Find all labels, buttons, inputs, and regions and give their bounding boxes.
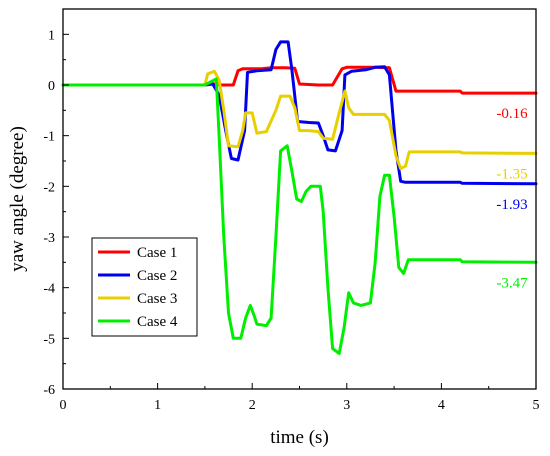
series-line-case-2: [61, 40, 538, 186]
ticks-layer: 0 1 2 3 4 5 1 0 -1 -2 -3 -4 -5 -6: [43, 8, 540, 413]
y-tick-label: 0: [48, 79, 55, 94]
series-line-case-1: [61, 65, 538, 95]
x-axis-title: time (s): [270, 427, 329, 448]
final-value-label-case-2: -1.93: [496, 197, 527, 213]
y-tick-label: -3: [43, 231, 55, 246]
x-tick-label: 2: [249, 398, 256, 413]
legend-label-case-3: Case 3: [137, 291, 177, 307]
legend-label-case-2: Case 2: [137, 268, 177, 284]
x-tick-label: 1: [154, 398, 161, 413]
y-tick-label: -2: [43, 180, 55, 195]
legend-label-case-1: Case 1: [137, 245, 177, 261]
y-tick-label: -6: [43, 383, 55, 398]
y-tick-label: -4: [43, 282, 55, 297]
end-labels-layer: -0.16 -1.93 -1.35 -3.47: [496, 106, 528, 291]
final-value-label-case-4: -3.47: [496, 275, 528, 291]
y-tick-label: -1: [43, 130, 55, 145]
x-tick-label: 0: [60, 398, 67, 413]
x-tick-label: 3: [343, 398, 350, 413]
x-tick-label: 4: [438, 398, 445, 413]
x-tick-label: 5: [533, 398, 540, 413]
final-value-label-case-1: -0.16: [496, 106, 528, 122]
series-layer: [61, 40, 538, 355]
legend: Case 1 Case 2 Case 3 Case 4: [91, 237, 198, 337]
y-tick-label: -5: [43, 332, 55, 347]
final-value-label-case-3: -1.35: [496, 166, 527, 182]
legend-label-case-4: Case 4: [137, 314, 178, 330]
y-axis-title: yaw angle (degree): [7, 126, 28, 272]
series-line-case-3: [61, 69, 538, 171]
y-tick-label: 1: [48, 28, 55, 43]
series-line-case-4: [61, 77, 538, 355]
